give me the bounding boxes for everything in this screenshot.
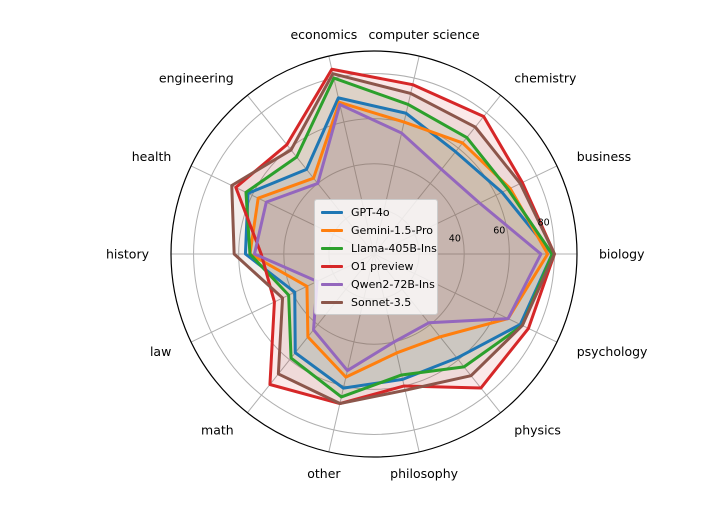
radial-tick-label: 40 <box>449 233 461 244</box>
legend-item: GPT-4o <box>321 203 431 221</box>
legend-swatch <box>321 246 343 250</box>
legend-swatch <box>321 210 343 214</box>
category-label: business <box>577 149 631 164</box>
series-line <box>230 72 556 406</box>
series-line <box>243 96 554 390</box>
series-line <box>234 67 556 406</box>
category-label: economics <box>290 27 357 42</box>
legend-item: Sonnet-3.5 <box>321 293 431 311</box>
category-label: computer science <box>368 27 480 42</box>
category-label: psychology <box>577 344 648 359</box>
category-label: other <box>307 466 341 481</box>
radial-tick-label: 60 <box>493 225 505 236</box>
legend: GPT-4o Gemini-1.5-Pro Llama-405B-Ins O1 pre… <box>314 199 438 315</box>
axis-labels: 40 60 80 biology business chemistry computer s… <box>106 27 648 481</box>
legend-label: Gemini-1.5-Pro <box>351 223 433 237</box>
legend-label: Sonnet-3.5 <box>351 295 412 309</box>
legend-label: O1 preview <box>351 259 414 273</box>
legend-swatch <box>321 300 343 304</box>
legend-swatch <box>321 264 343 268</box>
series-line <box>244 76 554 399</box>
legend-item: Llama-405B-Ins <box>321 239 437 257</box>
category-label: history <box>106 247 150 262</box>
category-label: health <box>132 149 172 164</box>
series-line <box>252 102 543 373</box>
legend-swatch <box>321 228 343 232</box>
legend-label: Qwen2-72B-Ins <box>351 277 435 291</box>
category-label: physics <box>514 422 561 437</box>
category-label: engineering <box>159 71 234 86</box>
legend-item: Qwen2-72B-Ins <box>321 275 435 293</box>
category-label: philosophy <box>390 466 458 481</box>
legend-label: GPT-4o <box>351 205 390 219</box>
category-label: law <box>150 344 171 359</box>
legend-swatch <box>321 282 343 286</box>
category-label: math <box>201 422 234 437</box>
category-label: chemistry <box>514 71 577 86</box>
legend-item: Gemini-1.5-Pro <box>321 221 433 239</box>
radial-tick-label: 80 <box>538 218 550 229</box>
category-label: biology <box>599 247 645 262</box>
outer-frame <box>170 50 578 458</box>
legend-label: Llama-405B-Ins <box>351 241 437 255</box>
legend-item: O1 preview <box>321 257 431 275</box>
